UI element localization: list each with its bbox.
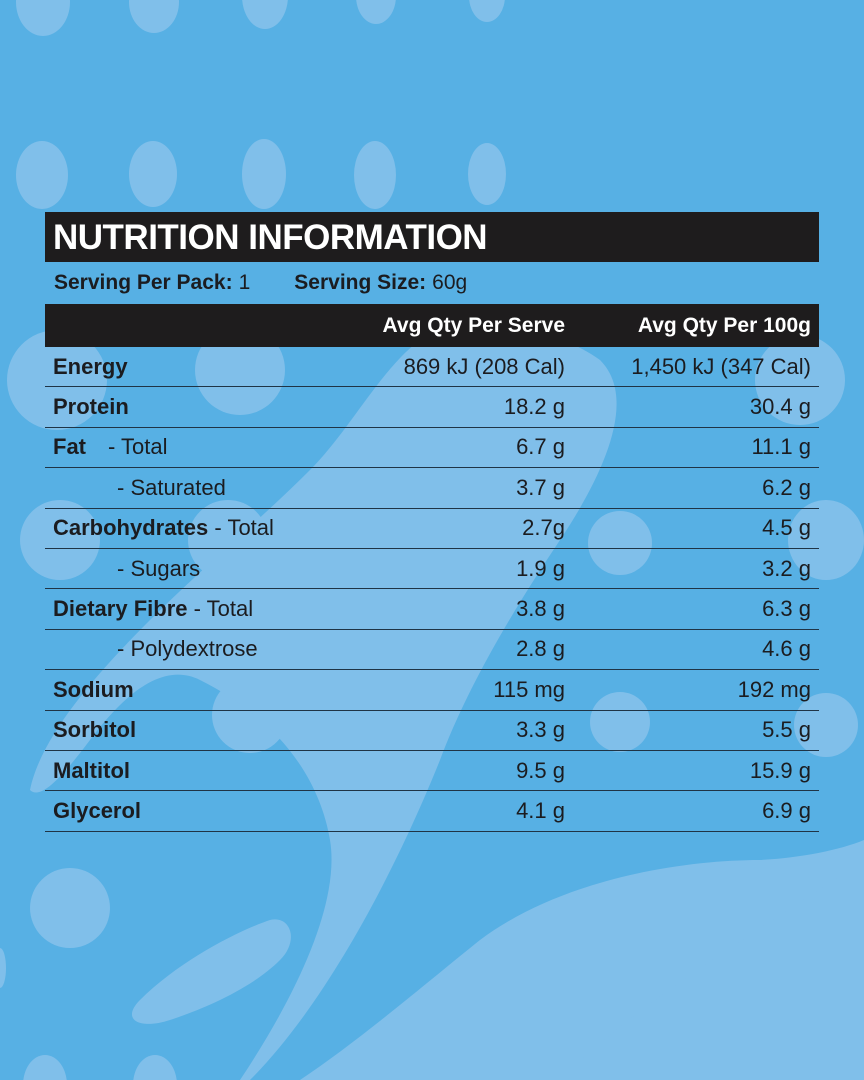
per-100g-value: 4.6 g	[762, 636, 811, 662]
serving-info: Serving Per Pack: 1 Serving Size: 60g	[45, 262, 819, 304]
nutrient-sublabel: - Total	[214, 515, 274, 541]
title-bar: NUTRITION INFORMATION	[45, 212, 819, 262]
table-row: Sorbitol 3.3 g 5.5 g	[45, 711, 819, 751]
per-serve-value: 1.9 g	[516, 555, 565, 581]
per-serve-value: 869 kJ (208 Cal)	[403, 353, 565, 379]
nutrient-name: Energy	[45, 354, 315, 380]
nutrient-sublabel: - Total	[193, 596, 254, 622]
per-100g-value: 4.5 g	[762, 515, 811, 541]
per-100g-value: 6.3 g	[762, 596, 811, 622]
per-serve-value: 3.3 g	[516, 717, 565, 743]
nutrition-panel: NUTRITION INFORMATION Serving Per Pack: …	[45, 212, 819, 832]
nutrient-name: Dietary Fibre - Total	[45, 596, 315, 622]
serving-per-pack: Serving Per Pack: 1	[54, 271, 250, 295]
nutrient-label: Energy	[53, 353, 128, 379]
per-serve-value: 6.7 g	[516, 434, 565, 460]
table-row: Dietary Fibre - Total 3.8 g 6.3 g	[45, 589, 819, 630]
serving-per-pack-value: 1	[238, 271, 251, 294]
serving-size: Serving Size: 60g	[294, 271, 467, 295]
per-100g-value: 3.2 g	[762, 555, 811, 581]
nutrition-table-body: Energy 869 kJ (208 Cal) 1,450 kJ (347 Cal)…	[45, 347, 819, 832]
table-header: Avg Qty Per Serve Avg Qty Per 100g	[45, 304, 819, 347]
nutrient-sublabel: - Polydextrose	[117, 636, 258, 662]
table-row: Energy 869 kJ (208 Cal) 1,450 kJ (347 Cal)	[45, 347, 819, 388]
per-100g-value: 192 mg	[737, 676, 811, 702]
per-100g-value: 5.5 g	[762, 717, 811, 743]
per-serve-value: 115 mg	[493, 676, 565, 702]
serving-size-value: 60g	[432, 271, 468, 294]
per-100g-value: 15.9 g	[749, 757, 811, 783]
per-serve-value: 9.5 g	[516, 757, 565, 783]
nutrient-label: Sorbitol	[53, 717, 137, 743]
serving-per-pack-label: Serving Per Pack:	[54, 271, 233, 294]
nutrient-name: Sodium	[45, 677, 315, 703]
per-serve-value: 18.2 g	[503, 394, 565, 420]
table-row: Fat - Total 6.7 g 11.1 g	[45, 428, 819, 469]
per-serve-value: 2.8 g	[516, 636, 565, 662]
nutrient-label: Carbohydrates	[53, 515, 209, 541]
nutrient-name: Fat - Total	[45, 434, 315, 460]
nutrient-name: - Polydextrose	[45, 636, 315, 662]
per-serve-value: 3.7 g	[516, 474, 565, 500]
per-100g-value: 11.1 g	[751, 434, 811, 460]
nutrient-label: Protein	[53, 394, 129, 420]
nutrient-sublabel: - Sugars	[117, 555, 201, 581]
nutrient-name: Protein	[45, 394, 315, 420]
header-per-serve: Avg Qty Per Serve	[382, 313, 565, 337]
nutrient-name: Glycerol	[45, 798, 315, 824]
nutrient-label: Glycerol	[53, 797, 142, 823]
panel-title: NUTRITION INFORMATION	[53, 217, 488, 257]
per-serve-value: 4.1 g	[516, 797, 565, 823]
nutrient-label: Maltitol	[53, 757, 130, 783]
table-row: - Saturated 3.7 g 6.2 g	[45, 468, 819, 509]
nutrient-label: Sodium	[53, 676, 134, 702]
table-row: Glycerol 4.1 g 6.9 g	[45, 791, 819, 832]
table-row: Carbohydrates - Total 2.7g 4.5 g	[45, 509, 819, 549]
nutrient-name: - Sugars	[45, 556, 315, 582]
table-row: Protein 18.2 g 30.4 g	[45, 387, 819, 428]
per-serve-value: 2.7g	[522, 515, 565, 541]
nutrient-name: - Saturated	[45, 475, 315, 501]
table-row: - Polydextrose 2.8 g 4.6 g	[45, 630, 819, 671]
nutrient-name: Maltitol	[45, 758, 315, 784]
nutrient-sublabel: - Saturated	[117, 474, 226, 500]
nutrient-name: Sorbitol	[45, 717, 315, 743]
nutrient-name: Carbohydrates - Total	[45, 515, 315, 541]
per-100g-value: 6.9 g	[762, 797, 811, 823]
header-per-100g: Avg Qty Per 100g	[637, 313, 811, 337]
nutrient-sublabel: - Total	[108, 434, 168, 460]
serving-size-label: Serving Size:	[294, 271, 427, 294]
nutrient-label: Fat	[53, 434, 86, 460]
table-row: - Sugars 1.9 g 3.2 g	[45, 549, 819, 590]
per-100g-value: 30.4 g	[749, 394, 811, 420]
per-serve-value: 3.8 g	[516, 596, 565, 622]
per-100g-value: 1,450 kJ (347 Cal)	[631, 353, 811, 379]
nutrient-label: Dietary Fibre	[53, 596, 188, 622]
per-100g-value: 6.2 g	[762, 474, 811, 500]
table-row: Maltitol 9.5 g 15.9 g	[45, 751, 819, 792]
table-row: Sodium 115 mg 192 mg	[45, 670, 819, 711]
